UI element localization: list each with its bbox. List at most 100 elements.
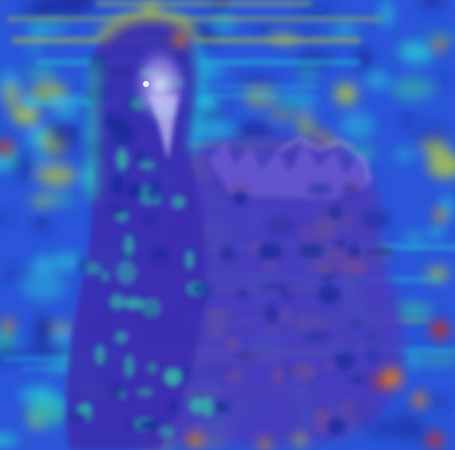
nest-spot [268, 217, 296, 234]
nest-spot [349, 317, 364, 329]
heat-hotspots [0, 33, 449, 450]
heat-blob [421, 0, 444, 8]
water-streak [95, 1, 312, 6]
heat-blob [296, 5, 337, 15]
heat-blob [47, 122, 81, 145]
nest-spot [341, 399, 355, 412]
heat-blob [0, 433, 18, 447]
feather-spot [149, 248, 170, 261]
feather-spot [101, 114, 124, 129]
nest-spot [348, 243, 361, 262]
nest-spot [236, 350, 255, 362]
feather-spot [106, 67, 129, 76]
heat-blob [411, 125, 452, 148]
heat-blob [41, 65, 57, 77]
nest-spot [237, 289, 250, 298]
heat-blob [392, 302, 433, 319]
bird-feather-spots [72, 55, 394, 439]
nest-spot [190, 282, 212, 296]
nest-spot [232, 189, 248, 205]
feather-spot [110, 206, 126, 216]
heat-blob [10, 152, 37, 181]
feather-spot [147, 362, 158, 374]
heat-blob [1, 82, 23, 110]
hotspot [382, 368, 402, 388]
heat-blob [423, 32, 455, 42]
feather-spot [159, 425, 175, 439]
heat-blob [418, 353, 455, 366]
feather-spot [78, 257, 89, 276]
heat-blob [356, 47, 372, 73]
nest-spot [265, 304, 279, 324]
feather-spot [110, 382, 124, 400]
feather-spot [77, 403, 91, 415]
heat-blob [24, 342, 66, 359]
heat-blob [430, 396, 451, 408]
nest-spot [365, 348, 380, 362]
nest-spot [328, 205, 343, 220]
heat-blob [31, 256, 55, 275]
nest-spot [280, 288, 291, 298]
feather-spot [201, 396, 214, 417]
heat-blob [192, 119, 236, 143]
nest-spot [297, 315, 309, 328]
heat-blob [52, 252, 82, 272]
nest-spot [290, 362, 317, 381]
feather-spot [185, 249, 195, 270]
heat-blob [401, 113, 415, 125]
nest-spot [212, 401, 230, 413]
heat-blob [21, 272, 66, 301]
heat-blob [37, 164, 76, 188]
heat-blob [35, 213, 49, 233]
nest-spot [204, 309, 234, 316]
water-streak [7, 16, 382, 21]
feather-spot [171, 195, 187, 209]
hotspot [259, 439, 271, 450]
nest-spot [350, 375, 366, 384]
heat-blob [50, 102, 80, 116]
heat-blob [25, 44, 44, 54]
nest-spot [318, 284, 340, 304]
hotspot [431, 321, 449, 339]
heat-blob [31, 81, 68, 103]
heat-blob [29, 196, 54, 207]
hotspot [427, 432, 443, 448]
heat-blob [366, 72, 390, 89]
feather-spot [123, 297, 145, 310]
hotspot [413, 393, 427, 407]
heat-blob [11, 106, 40, 125]
nest-spot [325, 417, 346, 435]
heat-blob [0, 215, 14, 224]
nest-spot [303, 332, 331, 340]
heat-blob [430, 223, 444, 240]
heat-blob [380, 0, 394, 28]
feather-spot [136, 387, 154, 398]
hotspot [374, 376, 386, 388]
heat-blob [341, 112, 375, 139]
head-outline-glow [87, 10, 205, 201]
hotspot [188, 433, 202, 447]
hotspot [434, 209, 446, 221]
bird-beak [148, 95, 178, 160]
nest-spot [226, 337, 242, 350]
nest-spot [312, 420, 329, 434]
heat-blob [392, 77, 434, 101]
heat-blob [410, 419, 426, 443]
nest-spot [313, 219, 337, 240]
hotspot [315, 130, 325, 140]
heat-blob [36, 385, 56, 401]
feather-spot [123, 234, 135, 257]
hotspot [0, 140, 13, 156]
heat-blob [273, 91, 318, 110]
heat-blob [369, 420, 395, 439]
feather-spot [142, 215, 157, 224]
heat-blob [399, 42, 434, 64]
heat-blob [394, 148, 415, 162]
heat-blob [38, 0, 57, 19]
heat-blob [391, 413, 416, 441]
feather-spot [163, 367, 182, 387]
heat-blob [257, 24, 279, 37]
nest-spot [364, 246, 394, 257]
heat-blob [435, 75, 452, 85]
